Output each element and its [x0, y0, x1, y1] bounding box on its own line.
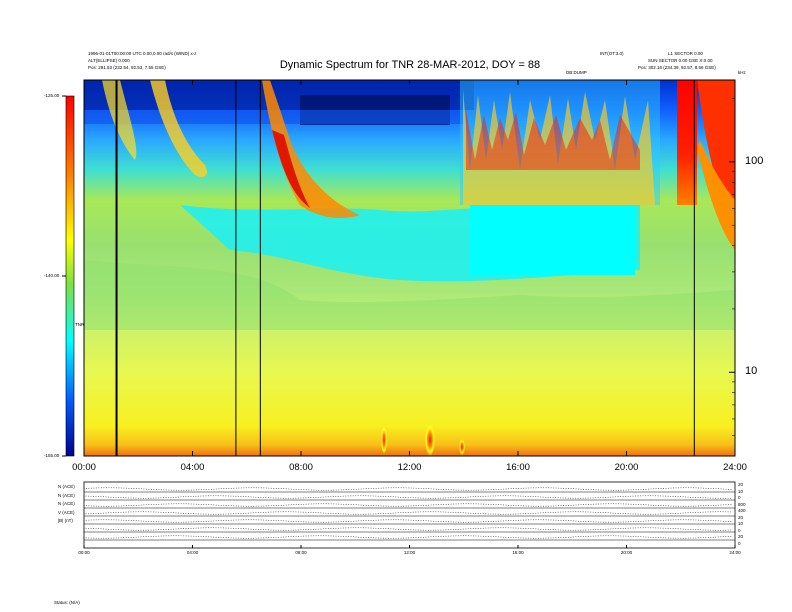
strip-trace — [83, 503, 733, 507]
x-tick-label: 20:00 — [614, 462, 639, 473]
strip-right-label: 400 — [738, 508, 746, 513]
header-left-3: Pos: 291.53 (232.54, 92.53, 7.55 GSE) — [88, 65, 166, 70]
strip-trace — [83, 535, 733, 539]
header-left-1: 1996-01-01T00:00:00 UTC 0.00,0.00 rad/s … — [88, 51, 197, 56]
strip-trace — [83, 495, 733, 499]
colorbar-label: TNR — [75, 322, 85, 327]
x-tick-label: 04:00 — [180, 462, 205, 473]
colorbar-tick-label: -155.00 — [44, 453, 60, 458]
khz-unit-label: kHz — [738, 70, 746, 75]
header-left-2: ALT(ELLIPSE) 0.000 — [88, 58, 130, 63]
strip-x-tick-label: 24:00 — [729, 550, 741, 555]
strip-trace — [83, 527, 733, 531]
header-right-3: SUN SECTOR 0.00 GSE X:0.00 — [648, 58, 713, 63]
x-tick-label: 12:00 — [397, 462, 422, 473]
strip-left-label: N (ACE) — [58, 484, 75, 489]
strip-trace — [83, 511, 733, 515]
strip-x-tick-label: 04:00 — [186, 550, 199, 555]
strip-right-label: 10 — [738, 488, 744, 494]
strip-x-tick-label: 00:00 — [78, 550, 90, 555]
y-tick-label: 100 — [745, 154, 764, 167]
strip-footer: Status: (N/A) — [54, 600, 80, 605]
strip-right-label: 20 — [738, 534, 744, 539]
colorbar — [65, 95, 75, 457]
strip-right-label: 0 — [738, 540, 741, 546]
data-gap-lines — [115, 80, 695, 456]
chart-title: Dynamic Spectrum for TNR 28-MAR-2012, DO… — [279, 59, 541, 71]
strip-left-label: V (ACE) — [58, 509, 75, 515]
strip-right-label: 20 — [738, 514, 744, 520]
strip-right-label: 10 — [738, 521, 744, 526]
colorbar-tick-label: -140.00 — [44, 273, 60, 278]
y-tick-label: 10 — [745, 365, 758, 378]
strip-left-label: |B| (nT) — [58, 518, 73, 523]
x-tick-label: 16:00 — [506, 462, 530, 473]
strip-left-label: N (ACE) — [58, 501, 75, 506]
header-right-4: Pos: 302.16 (234.39, 92.57, 8.56 GSE) — [638, 65, 716, 70]
header-right-2: L1 SECTOR 0.00 — [668, 51, 703, 56]
x-tick-label: 24:00 — [723, 462, 747, 473]
strip-right-label: 0 — [738, 495, 741, 500]
header-center: DB:DUMP — [566, 70, 587, 75]
strip-left-label: N (ACE) — [58, 492, 75, 498]
strip-right-label: 20 — [738, 482, 744, 487]
strip-x-tick-label: 12:00 — [403, 550, 416, 555]
strip-right-label: 800 — [738, 501, 746, 507]
strip-x-tick-label: 20:00 — [620, 550, 633, 555]
colorbar-tick-label: -125.00 — [44, 93, 60, 98]
x-tick-label: 08:00 — [289, 462, 313, 473]
strip-x-tick-label: 16:00 — [512, 550, 524, 555]
spectrogram-image — [84, 80, 735, 456]
strip-trace — [83, 519, 733, 523]
strip-right-label: 0 — [738, 527, 741, 533]
header-right-1: INT(OT:3.0) — [600, 51, 624, 56]
strip-x-tick-label: 08:00 — [295, 550, 307, 555]
x-tick-label: 00:00 — [72, 462, 96, 473]
strip-trace — [83, 487, 733, 491]
